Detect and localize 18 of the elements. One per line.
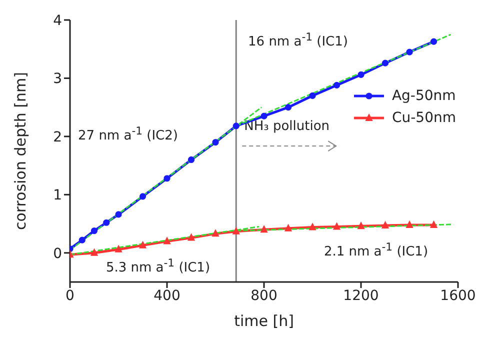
legend-label: Cu-50nm — [392, 110, 456, 126]
x-tick-label: 800 — [250, 288, 278, 304]
legend-label: Ag-50nm — [392, 88, 456, 104]
y-tick-label: 3 — [53, 71, 62, 88]
annotation: 5.3 nm a$^{-1}$ (IC1) — [106, 256, 210, 276]
annotation: 16 nm a$^{-1}$ (IC1) — [248, 30, 348, 50]
y-tick-label: 4 — [53, 12, 62, 29]
y-tick-label: 2 — [53, 129, 62, 146]
x-tick-label: 1200 — [343, 288, 379, 304]
y-tick-label: 1 — [53, 188, 62, 204]
annotation: 27 nm a$^{-1}$ (IC2) — [78, 124, 178, 144]
y-tick-label: 0 — [53, 246, 62, 262]
annotation: 2.1 nm a$^{-1}$ (IC1) — [324, 240, 428, 260]
x-axis-title: time [h] — [234, 312, 294, 330]
x-tick-label: 0 — [66, 288, 74, 304]
x-tick-label: 400 — [154, 288, 180, 304]
x-tick-label: 1600 — [440, 288, 476, 304]
y-axis-title: corrosion depth [nm] — [11, 72, 30, 230]
